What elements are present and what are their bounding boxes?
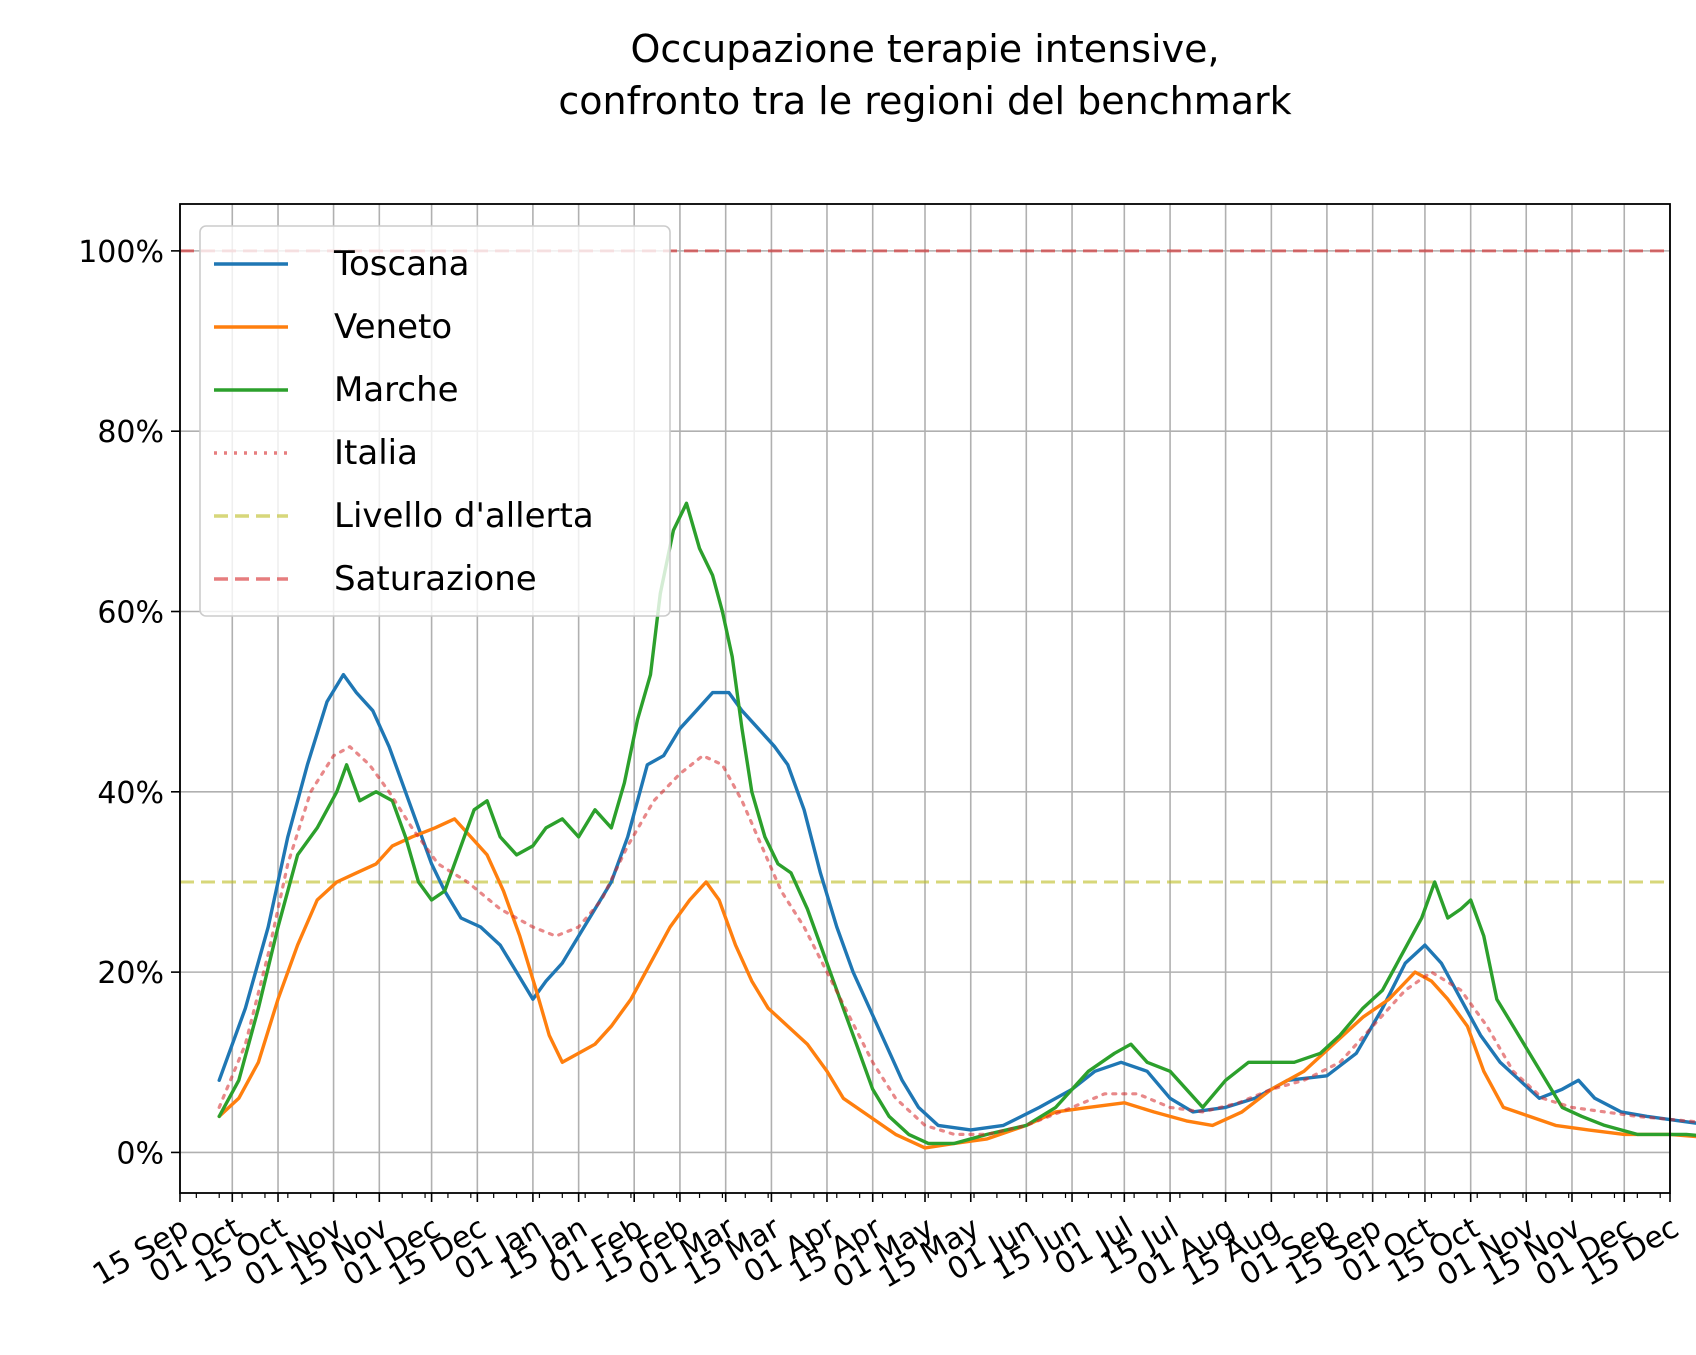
series-line xyxy=(217,501,1696,1146)
y-tick-label: 0% xyxy=(116,1136,164,1171)
legend-label: Saturazione xyxy=(334,559,537,599)
series-line xyxy=(217,745,1696,1136)
reference-lines xyxy=(180,249,1670,884)
chart-title: Occupazione terapie intensive, confronto … xyxy=(558,27,1291,123)
plot-frame xyxy=(179,203,1671,1194)
y-tick-label: 20% xyxy=(97,956,164,991)
legend-label: Veneto xyxy=(334,307,452,347)
series-line xyxy=(217,672,1696,1132)
series-line xyxy=(217,817,1696,1150)
legend-box xyxy=(199,225,671,617)
y-tick-label: 100% xyxy=(78,235,164,270)
legend: Toscana Veneto Marche Italia Livello d'aller… xyxy=(199,225,671,617)
legend-label: Italia xyxy=(334,433,418,473)
y-tick-label: 40% xyxy=(97,776,164,811)
series-lines xyxy=(217,501,1696,1150)
legend-label: Toscana xyxy=(333,244,469,284)
legend-label: Marche xyxy=(334,370,459,410)
legend-label: Livello d'allerta xyxy=(334,496,594,536)
y-tick-label: 80% xyxy=(97,415,164,450)
chart-title-line: confronto tra le regioni del benchmark xyxy=(558,79,1291,123)
chart-title-line: Occupazione terapie intensive, xyxy=(630,27,1219,71)
y-tick-label: 60% xyxy=(97,596,164,631)
